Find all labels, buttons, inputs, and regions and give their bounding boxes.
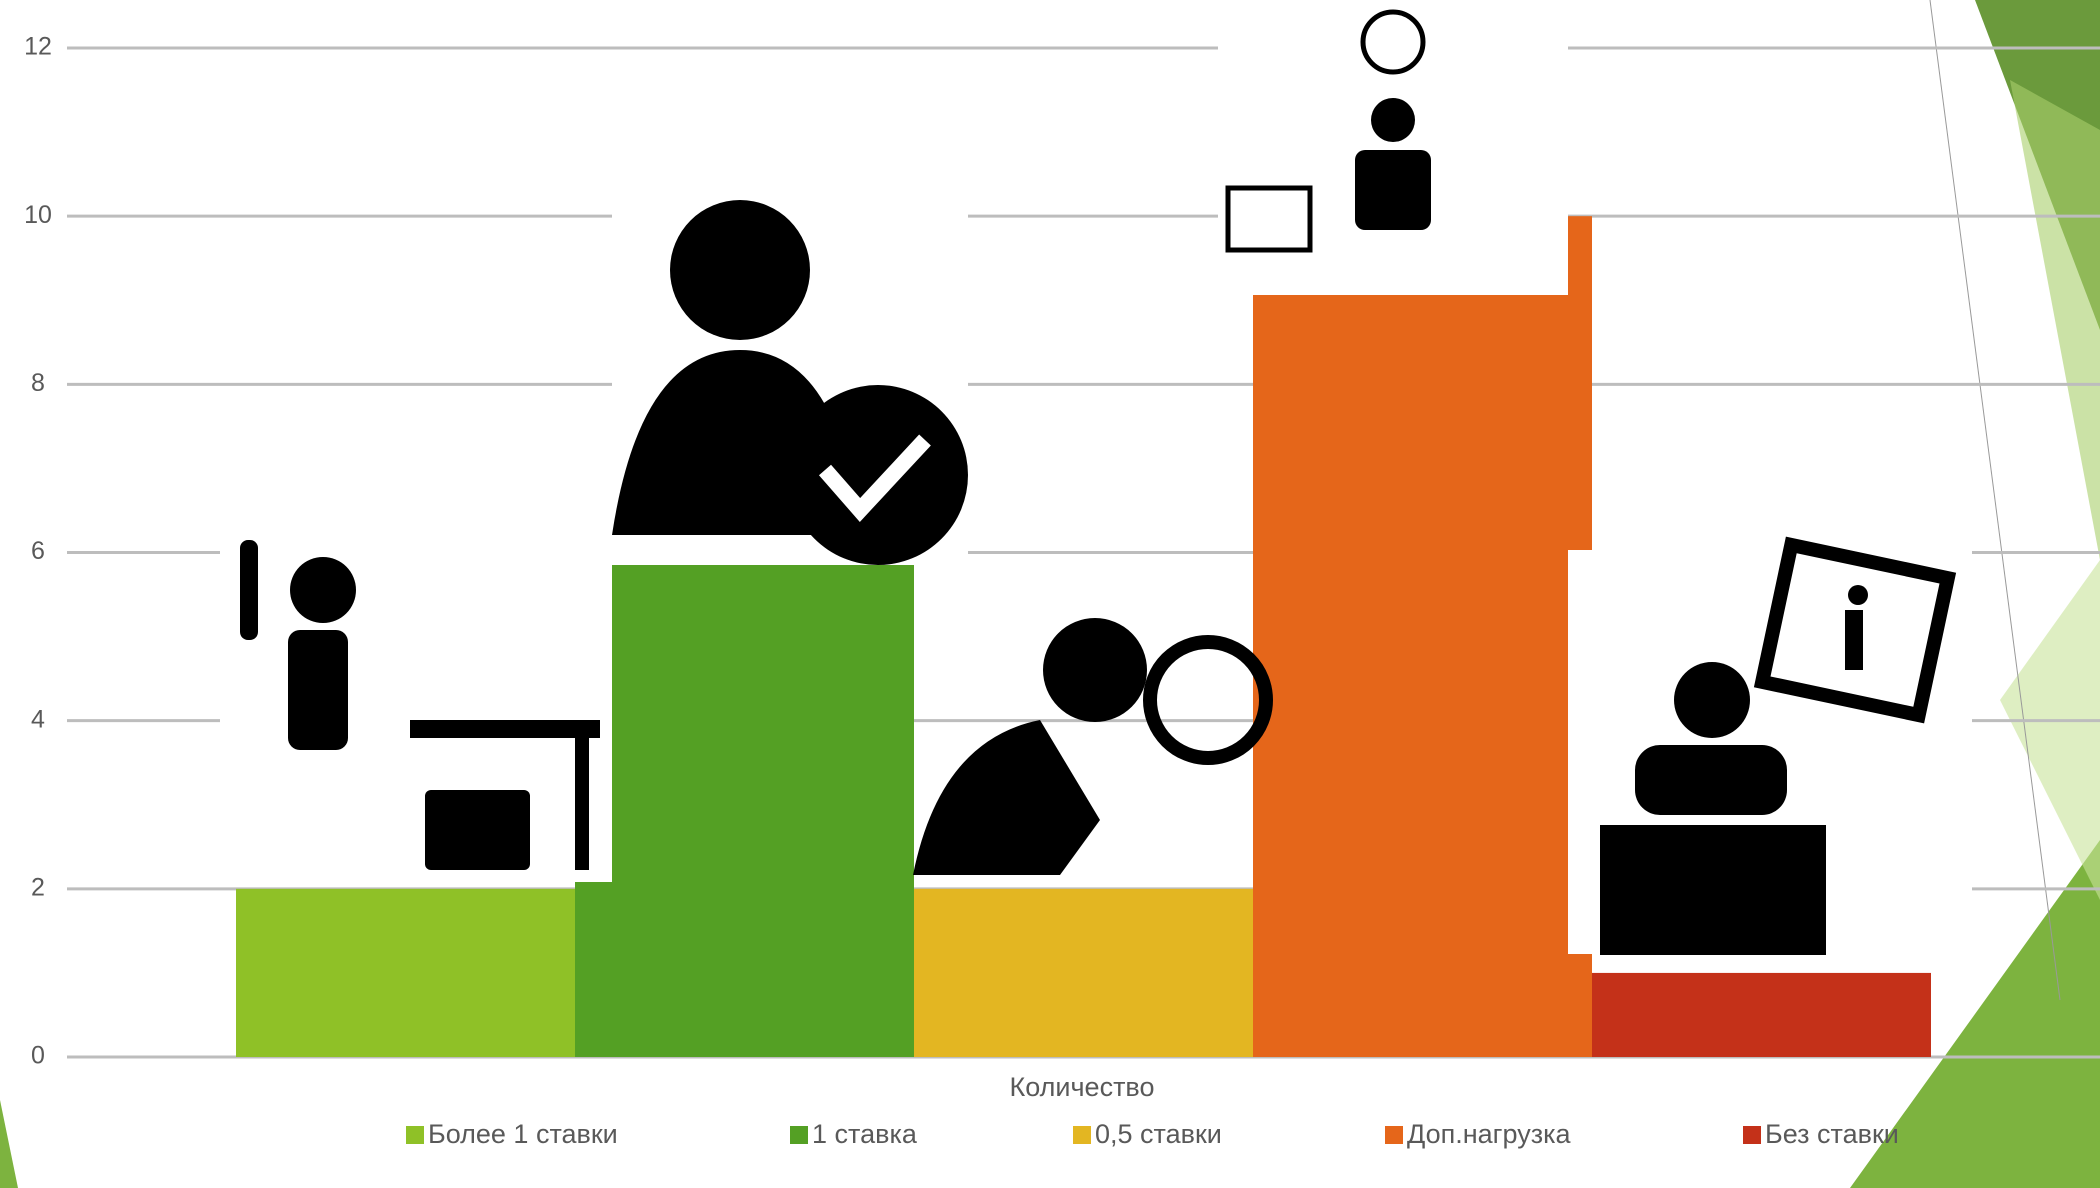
y-tick-label: 12	[24, 33, 52, 61]
legend-label: Доп.нагрузка	[1407, 1119, 1572, 1149]
y-tick-label: 4	[31, 705, 45, 733]
icons	[220, 5, 1972, 955]
legend-swatch	[406, 1126, 424, 1144]
bar	[1253, 216, 1592, 1057]
bar	[575, 552, 914, 1057]
legend-label: Более 1 ставки	[428, 1119, 618, 1149]
y-tick-label: 6	[31, 537, 45, 565]
y-tick-label: 8	[31, 369, 45, 397]
x-axis-title: Количество	[1010, 1072, 1155, 1102]
y-tick-label: 0	[31, 1042, 45, 1070]
bar	[1592, 972, 1931, 1057]
legend-label: 1 ставка	[812, 1119, 918, 1149]
legend-swatch	[790, 1126, 808, 1144]
bar	[236, 888, 575, 1057]
legend-swatch	[1385, 1126, 1403, 1144]
legend-label: Без ставки	[1765, 1119, 1899, 1149]
legend: Более 1 ставки 1 ставка 0,5 ставки Доп.нагр…	[406, 1119, 1899, 1149]
legend-swatch	[1073, 1126, 1091, 1144]
bars	[236, 216, 1931, 1057]
bar	[914, 888, 1253, 1057]
legend-swatch	[1743, 1126, 1761, 1144]
y-tick-label: 10	[24, 201, 52, 229]
y-tick-label: 2	[31, 873, 45, 901]
legend-label: 0,5 ставки	[1095, 1119, 1222, 1149]
